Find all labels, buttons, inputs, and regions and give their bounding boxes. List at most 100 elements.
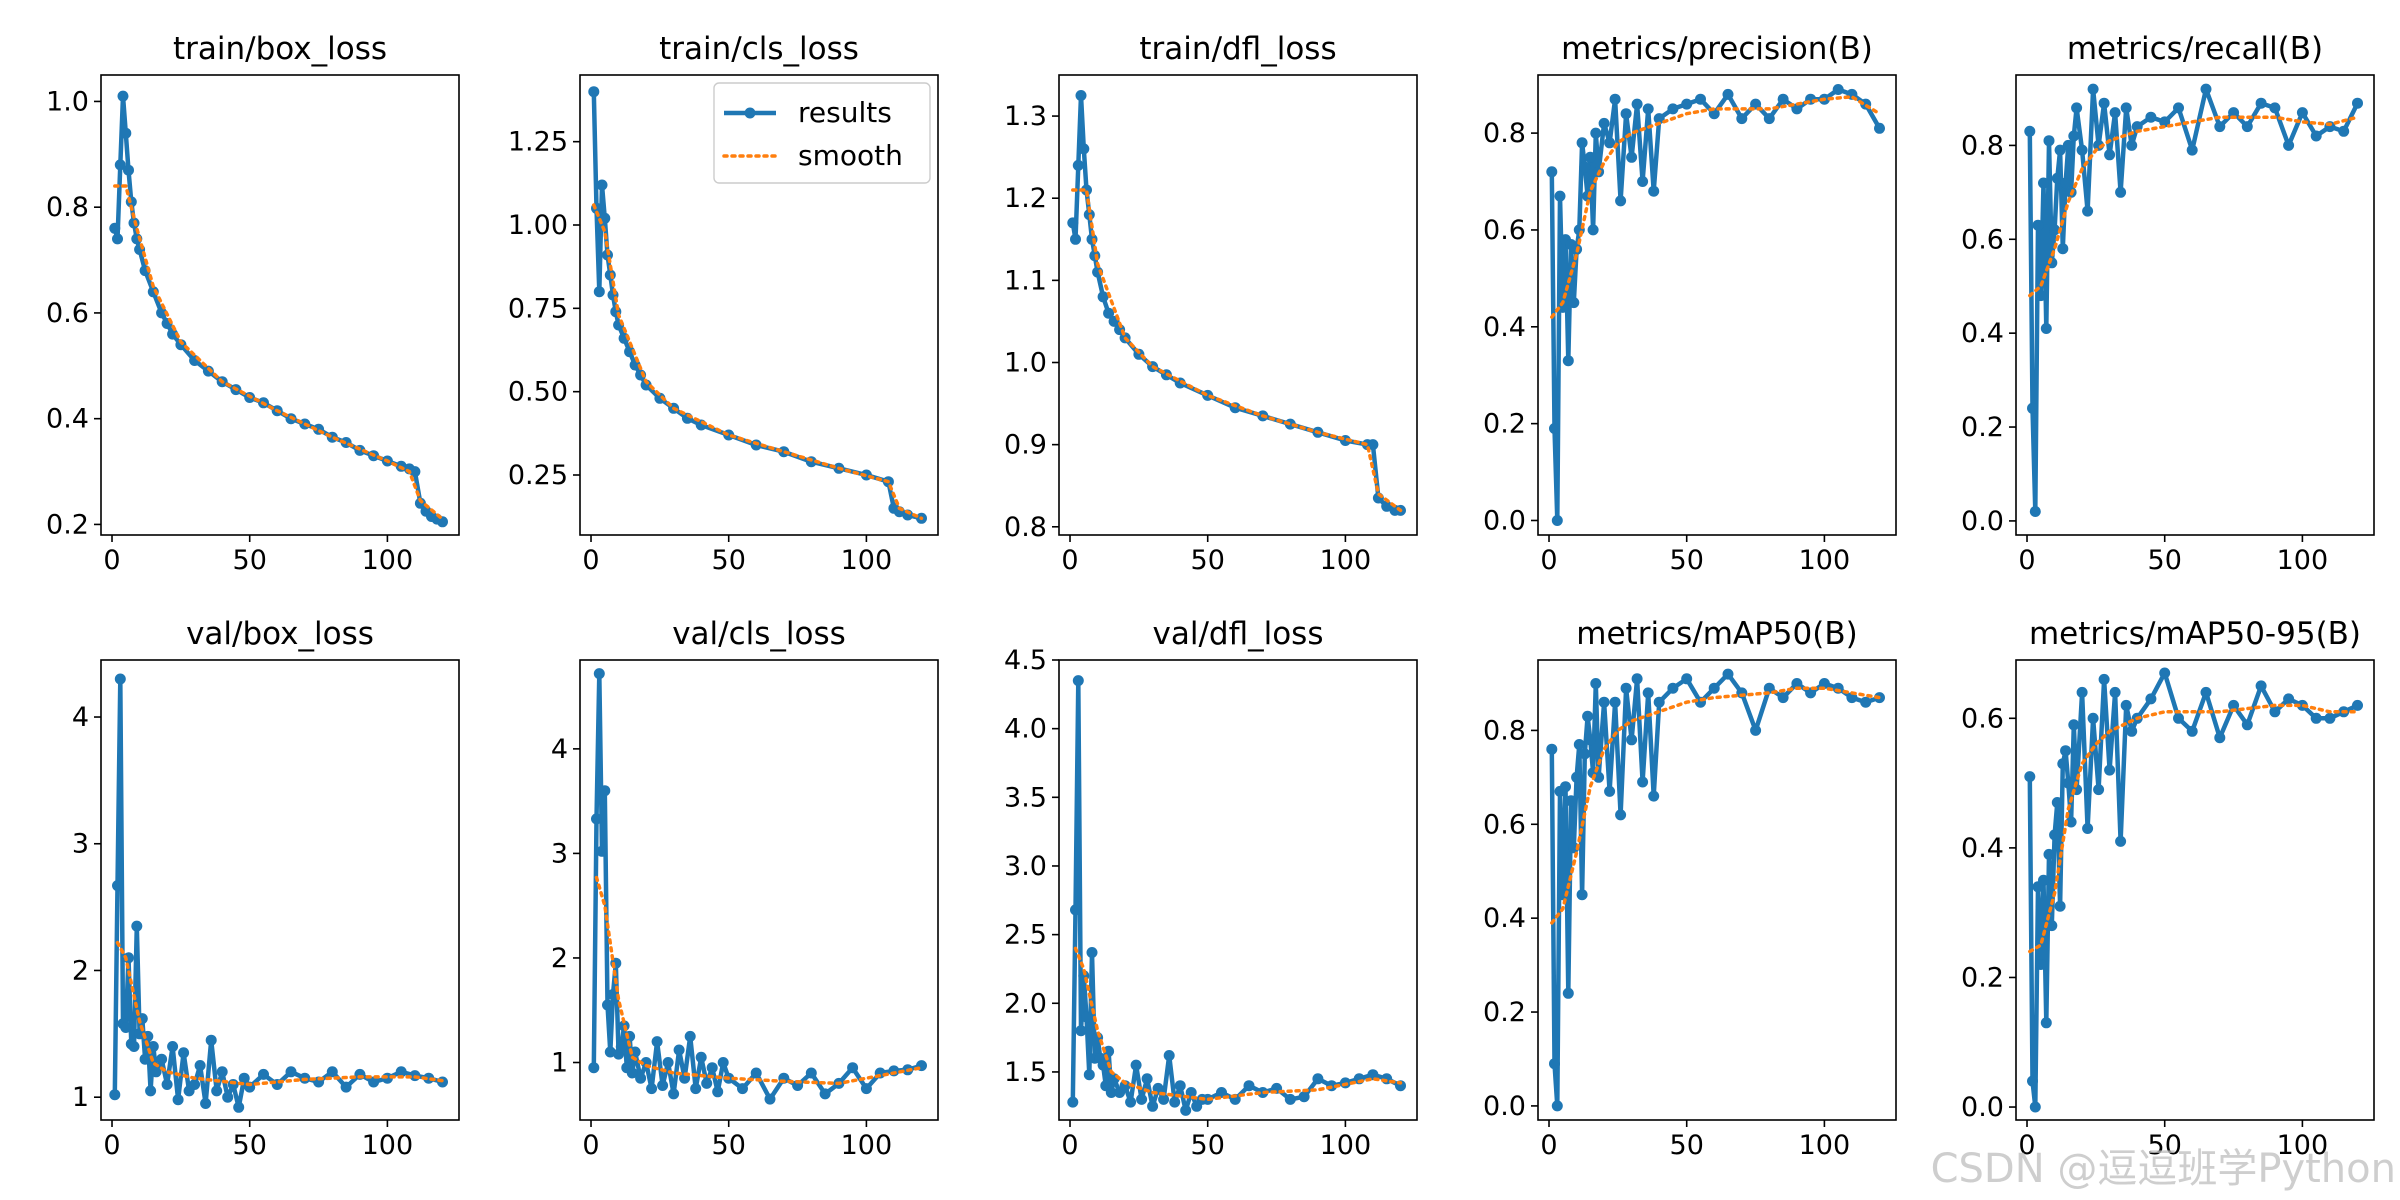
results-point: [200, 1098, 212, 1109]
results-point: [167, 328, 179, 340]
results-point: [805, 1067, 817, 1079]
plot-area: [588, 668, 927, 1105]
results-point: [2038, 177, 2049, 189]
y-tick-label: 0.0: [1483, 505, 1526, 536]
plot-area: [1546, 84, 1885, 526]
x-tick-label: 50: [712, 545, 746, 576]
results-point: [2046, 920, 2058, 932]
results-point: [1119, 1080, 1131, 1092]
results-point: [150, 1066, 162, 1078]
results-point: [1642, 103, 1654, 115]
results-point: [1750, 724, 1762, 736]
results-point: [1067, 217, 1079, 229]
subplot-10: metrics/mAP50-95(B) 0 50 100 0.0 0.2 0.4 0.6: [1961, 616, 2375, 1161]
subplot-title: val/box_loss: [186, 616, 374, 652]
y-tick-label: 1.1: [1004, 265, 1047, 296]
x-tick-label: 50: [233, 1130, 267, 1161]
plot-area: [2024, 667, 2363, 1113]
results-point: [1568, 297, 1580, 309]
y-tick-label: 0.6: [1483, 809, 1526, 840]
x-tick-label: 100: [2277, 545, 2329, 576]
subplot-1: train/box_loss 0 50 100 0.2 0.4 0.6 0.8 1.0: [46, 31, 460, 576]
results-point: [139, 1053, 151, 1065]
results-point: [131, 920, 143, 932]
results-point: [2060, 177, 2072, 189]
x-tick-label: 50: [1670, 1130, 1704, 1161]
results-point: [599, 785, 611, 797]
results-line: [1549, 87, 1882, 523]
results-point: [1180, 1104, 1192, 1116]
results-point: [1298, 1091, 1310, 1103]
results-point: [602, 999, 613, 1011]
results-point: [1642, 687, 1654, 699]
axes-frame: [100, 659, 460, 1121]
plot-area: [2024, 83, 2363, 517]
results-point: [1631, 673, 1643, 685]
results-point: [1381, 500, 1393, 512]
results-point: [1125, 1096, 1137, 1108]
plot-area: [1546, 668, 1885, 1112]
results-point: [1708, 682, 1720, 694]
results-point: [117, 90, 129, 102]
x-tick-label: 100: [1799, 1130, 1851, 1161]
results-point: [1078, 143, 1090, 155]
results-point: [593, 286, 605, 298]
results-point: [1097, 291, 1109, 303]
x-tick-label: 0: [582, 545, 599, 576]
results-point: [1103, 307, 1115, 319]
axes-frame: [2015, 74, 2375, 536]
y-tick-label: 3.5: [1004, 782, 1047, 813]
subplot-2: train/cls_loss 0 50 100 0.25 0.50 0.75 1.00 1.25…: [508, 31, 939, 576]
results-point: [2043, 848, 2055, 860]
y-tick-label: 0.6: [46, 298, 89, 329]
y-tick-label: 1.25: [508, 127, 568, 158]
results-line: [1070, 93, 1401, 513]
results-point: [2051, 797, 2063, 808]
results-point: [706, 1062, 718, 1074]
results-point: [1584, 734, 1596, 746]
x-tick-label: 100: [362, 1130, 414, 1161]
y-tick-label: 0.2: [46, 509, 89, 540]
x-tick-label: 100: [1799, 545, 1851, 576]
y-tick-label: 1.00: [508, 210, 568, 241]
results-point: [2159, 116, 2171, 128]
smooth-line: [2028, 115, 2360, 298]
results-point: [860, 1083, 872, 1095]
results-point: [1072, 675, 1084, 687]
results-point: [2076, 144, 2088, 156]
results-point: [2054, 900, 2066, 912]
results-point: [194, 1060, 206, 1071]
results-point: [646, 1083, 658, 1095]
results-point: [1791, 678, 1803, 689]
x-tick-label: 0: [1540, 1130, 1557, 1161]
results-point: [1805, 687, 1817, 699]
results-point: [1174, 1080, 1186, 1092]
subplot-title: metrics/precision(B): [1561, 31, 1873, 67]
results-point: [690, 1083, 702, 1095]
results-point: [651, 1036, 663, 1048]
smooth-line: [2028, 703, 2360, 954]
results-point: [2068, 130, 2080, 142]
legend-box: [713, 82, 931, 184]
results-point: [2200, 83, 2212, 95]
results-point: [1081, 1011, 1092, 1023]
smooth-line: [1550, 95, 1882, 319]
results-point: [1667, 103, 1679, 115]
results-point: [2255, 97, 2267, 109]
results-point: [1147, 1100, 1159, 1112]
y-tick-label: 0.8: [1483, 118, 1526, 149]
results-point: [211, 1085, 223, 1097]
results-point: [657, 1080, 669, 1091]
smooth-line: [1550, 686, 1882, 925]
y-tick-label: 1.0: [1004, 348, 1047, 379]
results-point: [2027, 402, 2038, 414]
results-point: [2049, 829, 2061, 841]
results-point: [2035, 290, 2047, 302]
results-point: [233, 1101, 245, 1113]
results-point: [1562, 355, 1574, 367]
results-point: [1637, 776, 1649, 788]
y-tick-label: 1: [551, 1048, 568, 1079]
x-tick-label: 50: [1191, 545, 1225, 576]
results-point: [437, 516, 448, 528]
results-point: [1620, 682, 1632, 694]
